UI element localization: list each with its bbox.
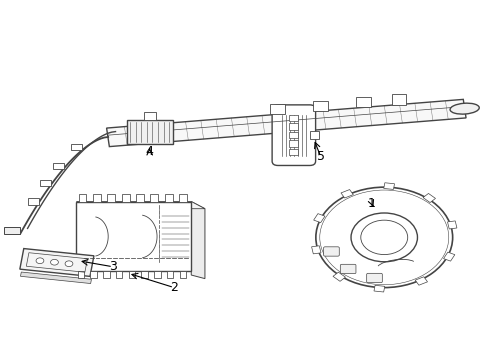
Polygon shape — [71, 144, 82, 150]
Circle shape — [316, 187, 453, 288]
FancyBboxPatch shape — [367, 273, 382, 283]
Polygon shape — [107, 99, 466, 147]
Text: 2: 2 — [170, 281, 178, 294]
Polygon shape — [53, 163, 64, 169]
Polygon shape — [314, 213, 325, 222]
Circle shape — [65, 261, 73, 267]
FancyBboxPatch shape — [341, 264, 356, 274]
Text: 3: 3 — [109, 260, 117, 273]
Text: 4: 4 — [146, 145, 154, 158]
Polygon shape — [180, 271, 186, 278]
Polygon shape — [142, 271, 148, 278]
FancyBboxPatch shape — [272, 105, 316, 166]
Polygon shape — [78, 194, 86, 202]
Ellipse shape — [450, 103, 479, 114]
Circle shape — [36, 258, 44, 264]
Polygon shape — [179, 194, 187, 202]
Polygon shape — [312, 246, 321, 254]
Text: 1: 1 — [368, 197, 376, 210]
Circle shape — [351, 213, 417, 262]
Polygon shape — [103, 271, 110, 278]
Polygon shape — [136, 194, 144, 202]
Polygon shape — [270, 104, 285, 114]
Polygon shape — [313, 101, 328, 111]
Polygon shape — [290, 123, 298, 130]
Polygon shape — [341, 190, 353, 198]
Polygon shape — [191, 202, 205, 279]
Polygon shape — [290, 149, 298, 156]
Polygon shape — [384, 183, 394, 189]
Polygon shape — [40, 180, 51, 186]
Polygon shape — [333, 272, 345, 281]
Polygon shape — [4, 226, 20, 234]
Polygon shape — [144, 112, 156, 120]
Polygon shape — [165, 194, 172, 202]
Polygon shape — [356, 97, 371, 107]
Polygon shape — [290, 115, 298, 121]
Polygon shape — [374, 285, 385, 292]
Polygon shape — [423, 193, 436, 203]
Polygon shape — [290, 132, 298, 138]
Polygon shape — [129, 271, 135, 278]
Polygon shape — [443, 252, 455, 261]
Circle shape — [50, 259, 58, 265]
Polygon shape — [447, 221, 457, 229]
Polygon shape — [78, 271, 84, 278]
Polygon shape — [76, 202, 205, 209]
Polygon shape — [290, 140, 298, 147]
Polygon shape — [116, 271, 122, 278]
Circle shape — [361, 220, 408, 255]
FancyBboxPatch shape — [323, 247, 339, 256]
Polygon shape — [126, 120, 173, 144]
Polygon shape — [93, 194, 101, 202]
Text: 5: 5 — [317, 150, 325, 163]
Polygon shape — [21, 272, 92, 284]
Polygon shape — [310, 131, 318, 139]
Polygon shape — [107, 194, 115, 202]
Polygon shape — [167, 271, 173, 278]
Polygon shape — [392, 94, 406, 104]
Polygon shape — [122, 194, 129, 202]
Polygon shape — [27, 198, 39, 204]
Polygon shape — [20, 248, 94, 276]
Polygon shape — [154, 271, 161, 278]
Polygon shape — [150, 194, 158, 202]
Polygon shape — [91, 271, 97, 278]
Polygon shape — [76, 202, 191, 271]
Polygon shape — [415, 277, 427, 285]
